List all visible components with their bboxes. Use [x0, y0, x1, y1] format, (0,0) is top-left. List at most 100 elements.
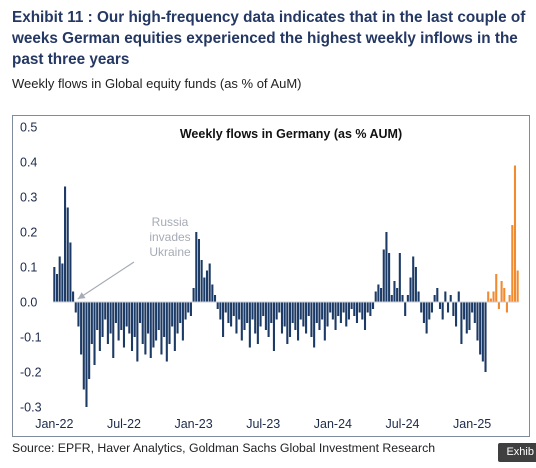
bar — [331, 302, 334, 320]
bar — [382, 249, 385, 302]
annotation-arrowhead — [77, 292, 86, 299]
bar — [128, 302, 131, 334]
bar — [227, 302, 230, 323]
bar — [487, 291, 490, 302]
bar — [390, 295, 393, 302]
bar — [240, 302, 243, 341]
bar — [216, 302, 219, 309]
bar — [369, 302, 372, 316]
bar — [489, 298, 492, 302]
y-tick-label: 0.2 — [20, 226, 37, 240]
bar — [286, 302, 289, 344]
bar — [122, 302, 126, 348]
bar — [64, 186, 67, 302]
bar — [173, 302, 176, 351]
bar — [232, 302, 235, 316]
bar — [85, 302, 88, 407]
bar — [66, 207, 69, 302]
bar — [337, 302, 340, 316]
chart-title: Weekly flows in Germany (as % AUM) — [180, 127, 402, 141]
bar — [476, 302, 479, 341]
bar — [184, 302, 187, 320]
bar — [230, 302, 233, 327]
bar — [272, 302, 275, 351]
bar — [481, 302, 484, 362]
bar — [58, 256, 61, 302]
bar — [200, 260, 203, 302]
bar — [323, 302, 326, 341]
bar — [347, 302, 350, 320]
bar — [374, 291, 377, 302]
bar — [179, 302, 182, 323]
bar — [505, 302, 508, 313]
bar — [291, 302, 294, 323]
bar — [80, 302, 83, 355]
bar — [130, 302, 134, 351]
bar — [503, 288, 506, 302]
bar — [455, 302, 458, 327]
bar — [380, 288, 383, 302]
bar — [468, 302, 471, 330]
bar — [350, 302, 353, 309]
x-tick-label: Jul-22 — [107, 417, 141, 431]
bar — [243, 302, 246, 330]
bar — [136, 302, 139, 362]
bar — [101, 302, 104, 337]
bar — [109, 302, 112, 334]
bar — [460, 302, 463, 344]
bar — [409, 277, 412, 302]
bar — [238, 302, 241, 320]
bar — [497, 302, 500, 309]
bar — [404, 302, 407, 316]
bar — [72, 291, 75, 302]
bar — [157, 302, 160, 330]
bar — [264, 302, 267, 330]
bar — [120, 302, 123, 330]
x-tick-label: Jan-25 — [453, 417, 491, 431]
bar — [171, 302, 174, 327]
bar — [96, 302, 99, 330]
bar — [428, 302, 431, 320]
exhibit-title: Exhibit 11 : Our high-frequency data ind… — [12, 9, 526, 68]
bar — [106, 302, 109, 344]
bar — [294, 302, 297, 330]
bar — [422, 302, 425, 323]
bar — [61, 263, 64, 302]
bar — [205, 270, 209, 302]
bar — [139, 302, 142, 323]
bar — [318, 302, 321, 330]
bar — [361, 302, 364, 320]
bar — [516, 270, 519, 302]
bar — [125, 302, 128, 327]
bar — [181, 302, 184, 341]
bar — [189, 302, 192, 316]
bar — [388, 253, 391, 302]
bar — [342, 302, 345, 313]
exhibit-tab[interactable]: Exhib — [498, 443, 536, 462]
bar — [385, 232, 388, 302]
bar — [251, 302, 254, 320]
bar — [457, 291, 460, 302]
bar — [246, 302, 249, 323]
bar — [213, 295, 217, 302]
bar — [406, 295, 409, 302]
bar — [299, 302, 302, 320]
bar — [288, 302, 292, 337]
bar — [425, 302, 428, 334]
bar — [53, 267, 56, 302]
bar — [160, 302, 163, 355]
bar — [302, 302, 305, 327]
bar — [372, 302, 375, 309]
bar — [77, 302, 80, 327]
bar — [321, 302, 324, 320]
y-tick-label: 0.0 — [20, 296, 37, 310]
bar — [412, 256, 415, 302]
exhibit-subtitle: Weekly flows in Global equity funds (as … — [12, 76, 302, 91]
annotation-text: Ukraine — [149, 245, 191, 259]
bar — [473, 302, 476, 323]
x-tick-label: Jan-22 — [35, 417, 73, 431]
bar — [465, 302, 468, 334]
bar — [420, 302, 423, 313]
bar — [259, 302, 262, 327]
